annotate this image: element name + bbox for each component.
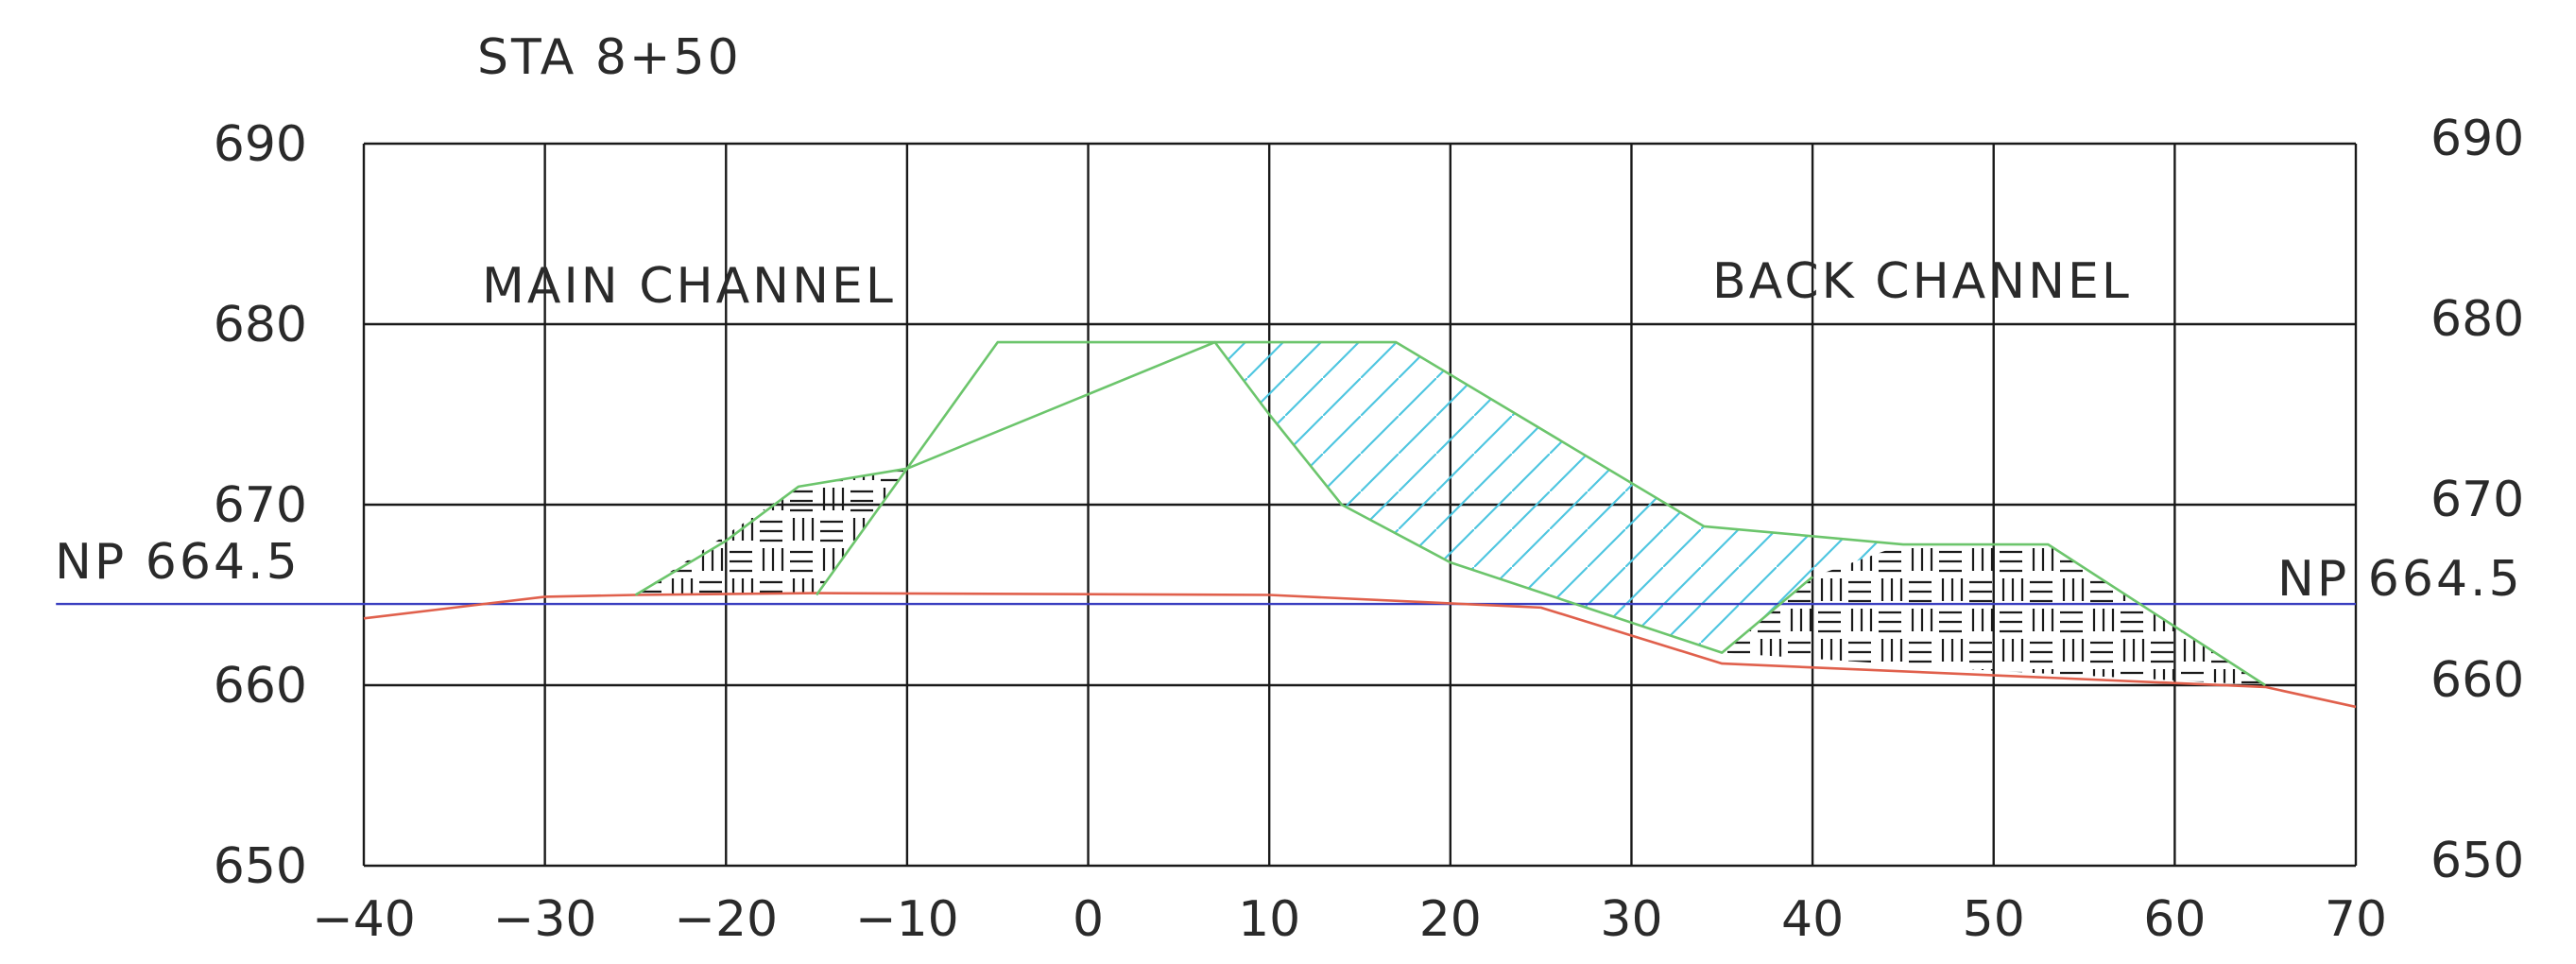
grid — [362, 142, 2358, 868]
x-tick-label-7: 30 — [1600, 891, 1662, 948]
x-tick-label-0: −40 — [312, 891, 416, 948]
y-tick-label-right-2: 670 — [2430, 472, 2524, 528]
y-tick-label-right-3: 680 — [2430, 291, 2524, 348]
station-title: STA 8+50 — [477, 29, 742, 86]
y-tick-label-left-3: 680 — [214, 297, 307, 353]
x-tick-label-11: 70 — [2325, 891, 2387, 948]
x-tick-label-6: 20 — [1419, 891, 1482, 948]
y-tick-label-left-4: 690 — [214, 116, 307, 173]
x-tick-label-10: 60 — [2143, 891, 2206, 948]
x-tick-label-3: −10 — [855, 891, 959, 948]
hatched-area-diagonal-1 — [1214, 342, 1903, 653]
tick-labels: −40 −30 −20 −10 0 10 20 30 40 50 60 70 650 650 660 660 6… — [214, 111, 2525, 948]
x-tick-label-2: −20 — [674, 891, 778, 948]
x-tick-label-4: 0 — [1073, 891, 1104, 948]
x-tick-label-8: 40 — [1781, 891, 1844, 948]
x-tick-label-5: 10 — [1238, 891, 1300, 948]
np-label-left: NP 664.5 — [55, 534, 301, 591]
x-tick-label-9: 50 — [1963, 891, 2025, 948]
y-tick-label-right-1: 660 — [2430, 652, 2524, 709]
hatched-area-basketweave-2 — [1722, 544, 2266, 685]
section-lines — [56, 340, 2357, 709]
x-tick-label-1: −30 — [493, 891, 597, 948]
np-label-right: NP 664.5 — [2277, 551, 2523, 608]
y-tick-label-left-2: 670 — [214, 477, 307, 534]
y-tick-label-right-0: 650 — [2430, 833, 2524, 889]
main-channel-label: MAIN CHANNEL — [482, 258, 896, 315]
y-tick-label-left-0: 650 — [214, 838, 307, 895]
series-line-inner-grade — [816, 340, 1813, 654]
back-channel-label: BACK CHANNEL — [1712, 253, 2132, 310]
y-tick-label-right-4: 690 — [2430, 111, 2524, 167]
y-tick-label-left-1: 660 — [214, 658, 307, 714]
series-line-existing-ground — [363, 592, 2357, 709]
hatched-area-basketweave-0 — [635, 468, 907, 595]
hatched-areas — [635, 342, 2266, 685]
